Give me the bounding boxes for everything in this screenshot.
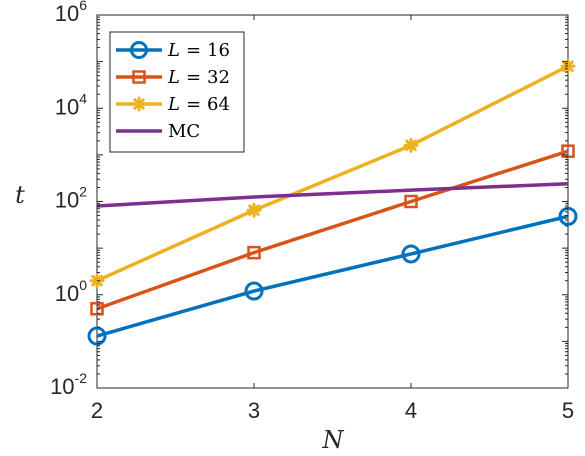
y-tick-label: 106 bbox=[55, 0, 87, 26]
legend-num: 32 bbox=[207, 67, 230, 88]
y-tick-label: 10-2 bbox=[50, 370, 87, 399]
series-line bbox=[96, 182, 569, 208]
data-point bbox=[246, 202, 262, 218]
legend-item: L = 64 bbox=[116, 94, 230, 115]
x-tick-label: 2 bbox=[91, 398, 103, 423]
y-tick-base: 10 bbox=[55, 1, 79, 26]
legend-op: = bbox=[186, 67, 201, 88]
legend-item: MC bbox=[116, 121, 200, 142]
data-point bbox=[247, 245, 261, 260]
x-tick-label: 4 bbox=[405, 398, 417, 423]
y-tick-label: 102 bbox=[55, 184, 87, 213]
legend-label: L = 64 bbox=[167, 94, 230, 115]
legend-op: = bbox=[186, 94, 201, 115]
series-line bbox=[96, 149, 569, 311]
legend-num: MC bbox=[168, 121, 200, 142]
legend-label: MC bbox=[168, 121, 200, 142]
data-point bbox=[244, 281, 264, 301]
data-point bbox=[401, 244, 421, 264]
legend-item: L = 32 bbox=[116, 67, 230, 88]
y-tick-label: 104 bbox=[55, 90, 87, 119]
y-tick-exponent: 0 bbox=[79, 277, 87, 293]
legend-item: L = 16 bbox=[116, 40, 230, 61]
y-tick-base: 10 bbox=[55, 94, 79, 119]
series-3 bbox=[96, 182, 569, 208]
y-tick-base: 10 bbox=[55, 188, 79, 213]
data-point bbox=[87, 326, 107, 346]
y-tick-base: 10 bbox=[50, 374, 74, 399]
x-axis-title: N bbox=[322, 426, 345, 454]
series-1 bbox=[90, 144, 575, 316]
series-line bbox=[96, 64, 569, 283]
data-point bbox=[404, 194, 418, 209]
legend-var: L bbox=[167, 94, 180, 115]
legend-marker bbox=[131, 96, 147, 112]
y-tick-base: 10 bbox=[55, 281, 79, 306]
legend-var: L bbox=[167, 40, 180, 61]
legend-num: 64 bbox=[207, 94, 230, 115]
legend: L = 16 L = 32 L = 64 MC bbox=[109, 31, 245, 153]
y-tick-exponent: 2 bbox=[79, 184, 87, 200]
y-tick-label: 100 bbox=[55, 277, 87, 306]
y-axis-title: t bbox=[15, 181, 25, 209]
legend-marker bbox=[130, 41, 148, 59]
legend-label: L = 32 bbox=[167, 67, 230, 88]
series-line bbox=[96, 214, 569, 338]
legend-var: L bbox=[167, 67, 180, 88]
legend-label: L = 16 bbox=[167, 40, 230, 61]
y-tick-exponent: 4 bbox=[79, 90, 87, 106]
legend-op: = bbox=[186, 40, 201, 61]
legend-marker bbox=[132, 70, 146, 84]
x-tick-label: 3 bbox=[248, 398, 260, 423]
y-tick-exponent: 6 bbox=[79, 0, 87, 13]
y-tick-exponent: -2 bbox=[75, 370, 88, 386]
x-tick-label: 5 bbox=[562, 398, 574, 423]
data-point bbox=[90, 302, 104, 316]
data-point bbox=[403, 137, 419, 153]
legend-num: 16 bbox=[207, 40, 230, 61]
